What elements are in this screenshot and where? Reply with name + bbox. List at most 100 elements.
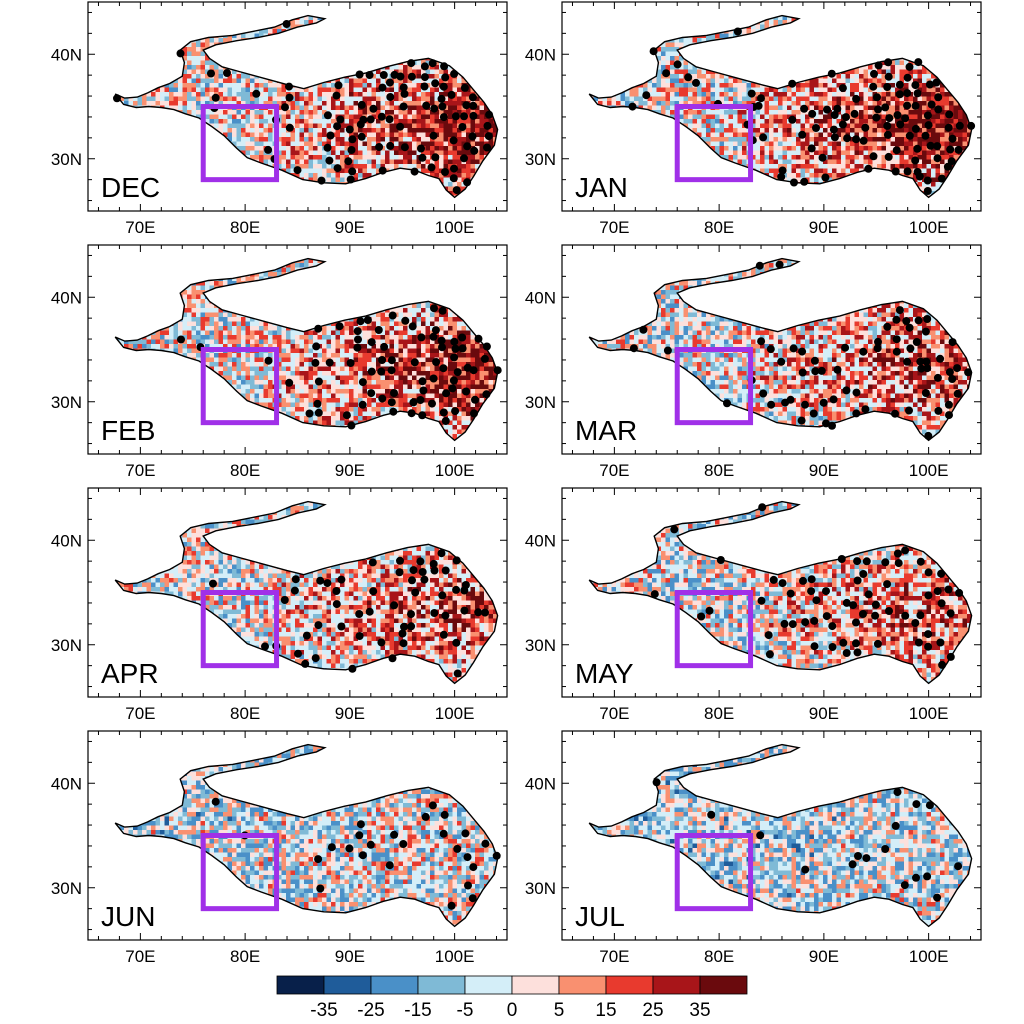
study-region-box — [674, 347, 754, 426]
significance-dot — [463, 853, 472, 862]
significance-dot — [356, 820, 365, 829]
significance-dot — [716, 556, 725, 564]
significance-dot — [325, 358, 334, 367]
significance-dot — [312, 342, 321, 351]
significance-dot — [759, 133, 768, 142]
y-tick-label: 40N — [525, 531, 556, 550]
significance-dot — [366, 840, 375, 849]
significance-dot — [374, 326, 383, 334]
significance-dot — [400, 89, 409, 98]
significance-dot — [754, 101, 763, 110]
significance-dot — [417, 144, 425, 153]
significance-dot — [420, 73, 429, 82]
significance-dot — [458, 344, 467, 353]
significance-dot — [399, 83, 408, 92]
significance-dot — [923, 315, 932, 323]
significance-dot — [650, 590, 659, 599]
significance-dot — [357, 100, 366, 109]
significance-dot — [902, 317, 911, 325]
plateau-outline — [114, 14, 499, 199]
map-panel-apr: 70E 80E 90E 100E 30N 40N APR — [51, 487, 508, 723]
significance-dot — [447, 90, 456, 99]
significance-dot — [797, 416, 806, 425]
significance-dot — [353, 343, 362, 352]
significance-dot — [925, 801, 934, 810]
significance-dot — [923, 111, 932, 120]
significance-dot — [936, 638, 945, 647]
significance-dot — [764, 631, 773, 640]
significance-dot — [946, 652, 955, 661]
significance-dot — [839, 638, 848, 647]
significance-dot — [460, 606, 469, 615]
significance-dot — [462, 387, 471, 396]
significance-dot — [441, 566, 450, 575]
significance-dot — [438, 102, 447, 111]
significance-dot — [652, 778, 661, 787]
significance-dot — [379, 71, 388, 79]
significance-dot — [396, 122, 405, 131]
significance-dot — [852, 639, 860, 648]
significance-dot — [903, 167, 912, 176]
map-panel-dec: 70E 80E 90E 100E 30N 40N DEC — [51, 1, 508, 237]
significance-dot — [368, 558, 377, 567]
significance-dot — [905, 131, 914, 140]
x-tick-label: 90E — [809, 947, 839, 966]
significance-dot — [934, 93, 943, 102]
significance-dot — [778, 166, 787, 175]
significance-dot — [788, 115, 797, 124]
significance-dot — [453, 844, 462, 853]
x-tick-label: 70E — [125, 947, 155, 966]
colorbar-segment — [464, 975, 513, 995]
significance-dot — [933, 154, 942, 163]
significance-dot — [906, 344, 915, 353]
significance-dot — [409, 566, 418, 575]
significance-dot — [894, 559, 903, 568]
colorbar-segment — [370, 975, 419, 995]
significance-dot — [924, 642, 933, 651]
x-tick-label: 90E — [809, 218, 839, 237]
significance-dot — [418, 377, 427, 386]
significance-dot — [438, 343, 446, 352]
significance-dot — [777, 172, 786, 181]
significance-dot — [113, 94, 121, 103]
x-tick-label: 70E — [599, 218, 629, 237]
significance-dot — [386, 93, 395, 101]
significance-dot — [337, 622, 346, 631]
significance-dot — [358, 400, 367, 409]
significance-dot — [432, 358, 441, 366]
significance-dot — [439, 408, 448, 417]
significance-dot — [828, 643, 837, 651]
significance-dot — [447, 901, 456, 910]
significance-dot — [416, 396, 425, 404]
significance-dot — [468, 894, 477, 903]
significance-dot — [482, 342, 491, 351]
significance-dot — [345, 844, 354, 853]
significance-dot — [209, 579, 217, 588]
significance-dot — [469, 366, 478, 375]
significance-dot — [387, 356, 396, 365]
x-tick-label: 90E — [335, 218, 365, 237]
significance-dot — [883, 580, 892, 589]
significance-dot — [430, 566, 439, 575]
panel-frame — [87, 730, 508, 941]
significance-dot — [843, 134, 852, 143]
colorbar: -35 -25 -15 -5 0 5 15 25 35 — [276, 975, 748, 1021]
significance-dot — [431, 326, 440, 335]
significance-dot — [810, 356, 819, 365]
significance-dot — [759, 389, 768, 398]
significance-dot — [767, 400, 776, 409]
significance-dot — [305, 409, 314, 418]
significance-dot — [892, 347, 901, 356]
study-region-box — [200, 833, 280, 912]
significance-dot — [357, 132, 366, 141]
significance-dot — [481, 839, 490, 848]
significance-dot — [926, 141, 935, 150]
significance-dot — [873, 639, 882, 648]
significance-dot — [912, 338, 921, 346]
significance-dot — [354, 335, 362, 344]
significance-dot — [629, 344, 638, 353]
significance-dot — [418, 568, 427, 576]
panel-frame — [87, 487, 508, 698]
significance-dots — [113, 20, 494, 195]
